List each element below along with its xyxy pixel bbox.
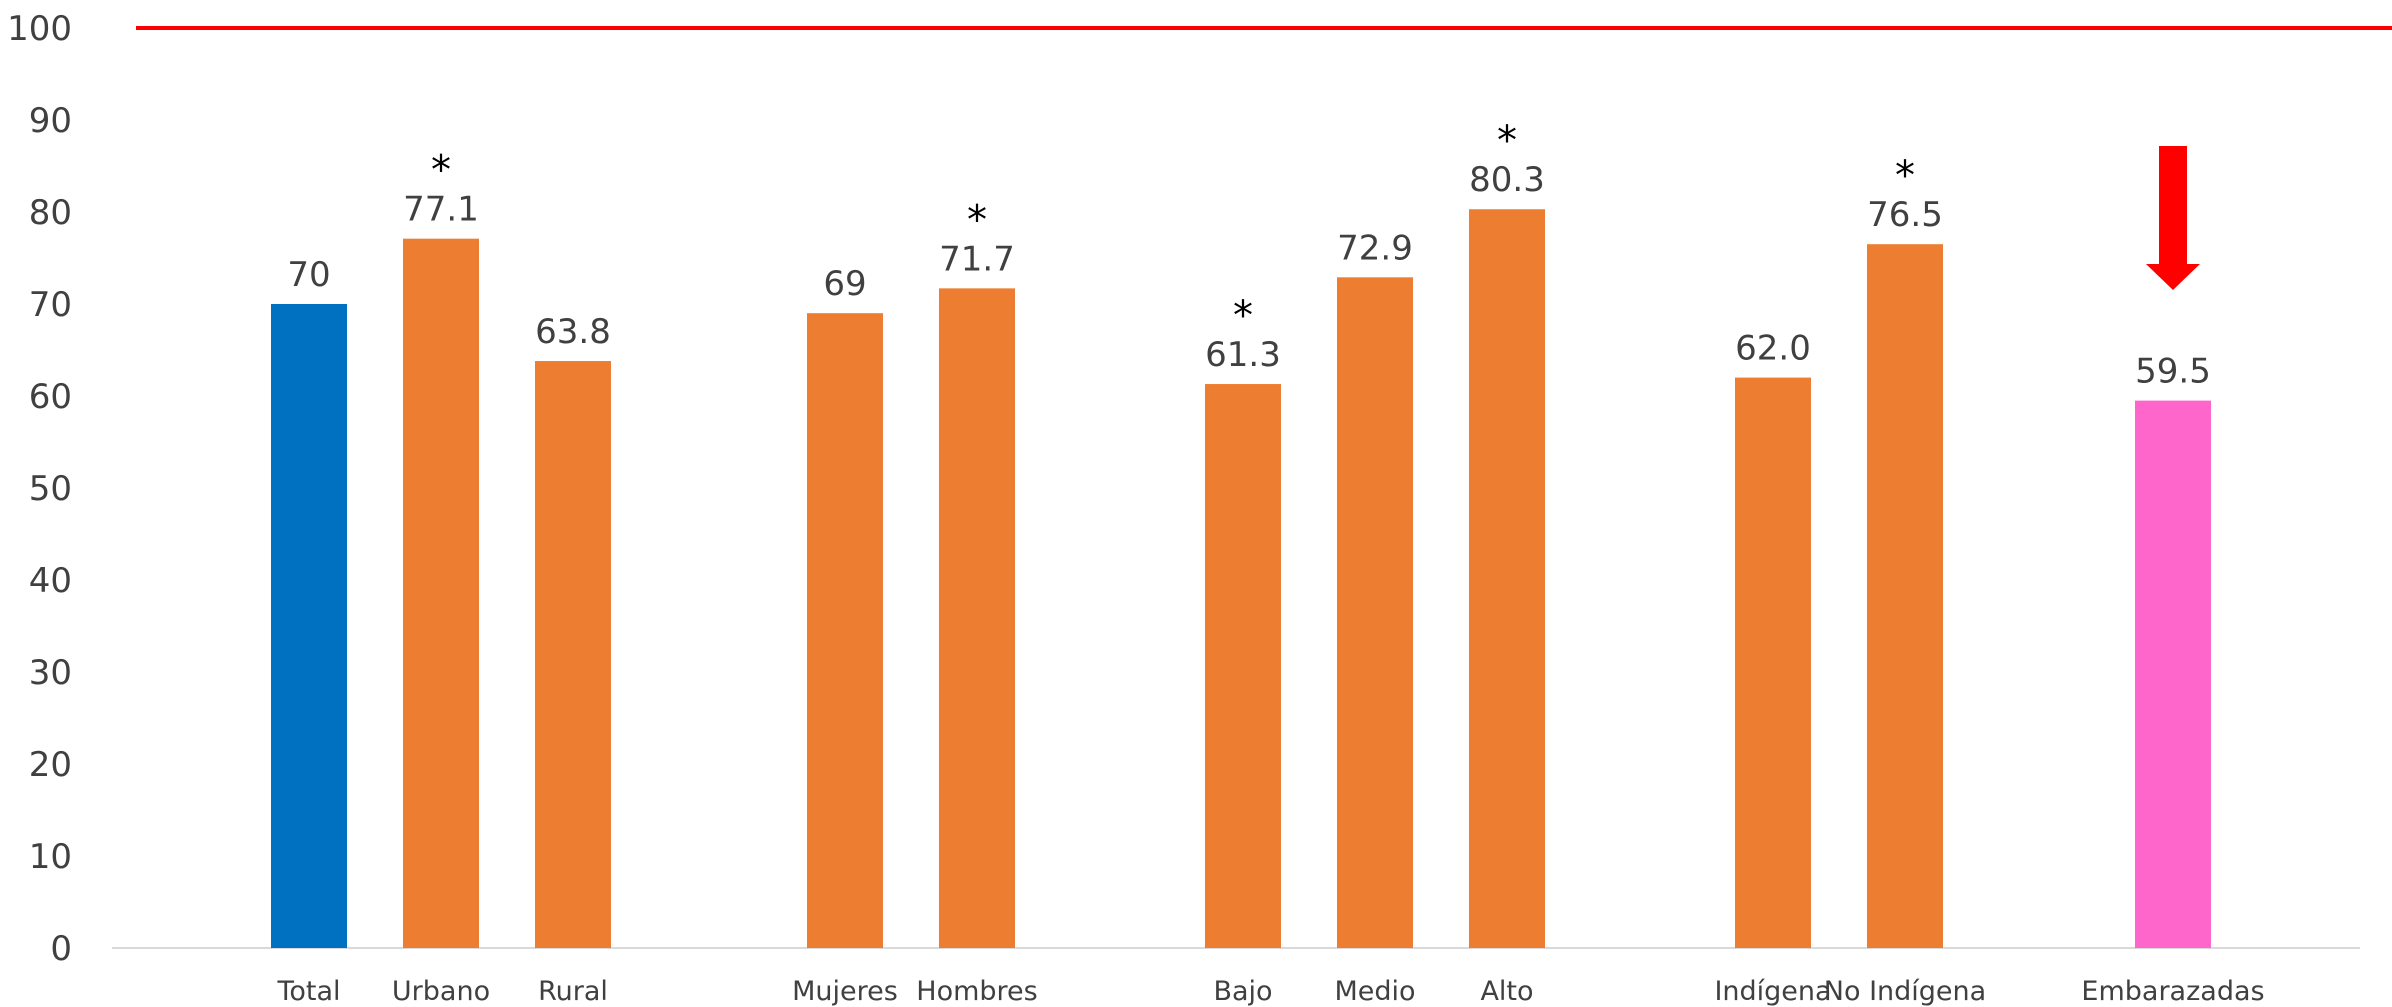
y-tick-label: 0 (50, 929, 72, 969)
y-tick-label: 60 (29, 377, 72, 417)
bar (403, 238, 479, 948)
category-label: Medio (1334, 976, 1415, 1007)
value-labels: 70 77.1 63.8 69 71.7 61.3 72.9 80.3 62.0 76.5 59.5 (287, 160, 2210, 391)
value-label: 59.5 (2135, 352, 2211, 392)
bar (1735, 377, 1811, 949)
value-label: 63.8 (535, 312, 611, 352)
value-label: 69 (823, 264, 866, 304)
bar (807, 313, 883, 948)
bar (1867, 244, 1943, 948)
value-label: 76.5 (1867, 195, 1943, 235)
value-label: 70 (287, 255, 330, 295)
arrow-shaft (2159, 146, 2187, 264)
value-label: 72.9 (1337, 228, 1413, 268)
value-label: 62.0 (1735, 329, 1811, 369)
bar (271, 304, 347, 948)
value-label: 61.3 (1205, 335, 1281, 375)
value-label: 77.1 (403, 190, 479, 230)
significance-star: * (1497, 118, 1517, 164)
bar (939, 288, 1015, 948)
category-label: Bajo (1213, 976, 1272, 1007)
y-tick-label: 100 (7, 9, 72, 49)
value-label: 80.3 (1469, 160, 1545, 200)
bars (271, 209, 2211, 949)
significance-star: * (431, 148, 451, 194)
significance-star: * (1895, 153, 1915, 199)
y-tick-label: 90 (29, 101, 72, 141)
category-label: Mujeres (792, 976, 898, 1007)
significance-star: * (1233, 293, 1253, 339)
significance-star: * (967, 197, 987, 243)
bar (1205, 384, 1281, 948)
value-label: 71.7 (939, 239, 1015, 279)
category-labels: Total Urbano Rural Mujeres Hombres Bajo Medio A… (276, 976, 2264, 1007)
y-tick-label: 40 (29, 561, 72, 601)
bar (2135, 400, 2211, 949)
bar (1469, 209, 1545, 949)
down-arrow-icon (2146, 146, 2200, 290)
category-label: Total (276, 976, 340, 1007)
bar (1337, 277, 1413, 948)
significance-markers: * * * * * (431, 118, 1915, 339)
y-axis-ticks: 0 10 20 30 40 50 60 70 80 90 100 (7, 9, 72, 969)
arrow-head (2146, 264, 2200, 290)
category-label: Indígena (1714, 976, 1831, 1007)
y-tick-label: 70 (29, 285, 72, 325)
y-tick-label: 80 (29, 193, 72, 233)
y-tick-label: 30 (29, 653, 72, 693)
category-label: Alto (1480, 976, 1533, 1007)
bar (535, 361, 611, 948)
y-tick-label: 10 (29, 837, 72, 877)
category-label: Urbano (392, 976, 490, 1007)
category-label: Rural (538, 976, 608, 1007)
category-label: Embarazadas (2081, 976, 2264, 1007)
y-tick-label: 50 (29, 469, 72, 509)
category-label: No Indígena (1824, 976, 1986, 1007)
category-label: Hombres (916, 976, 1037, 1007)
y-tick-label: 20 (29, 745, 72, 785)
